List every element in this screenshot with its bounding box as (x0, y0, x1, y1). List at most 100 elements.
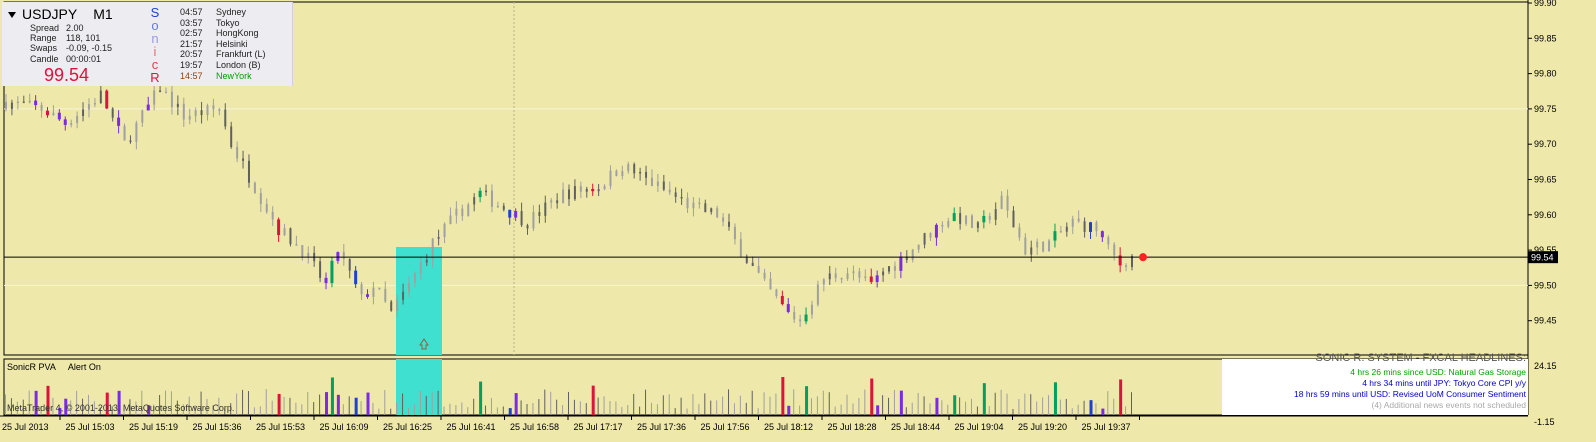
time-tick-label: 25 Jul 16:25 (383, 422, 432, 432)
price-bar-body (591, 188, 595, 192)
price-bar-body (982, 215, 986, 223)
volume-bar (514, 393, 518, 415)
volume-bar (923, 396, 925, 415)
symbol-stats: Spread 2.00 Range 118, 101 Swaps -0.09, -0.… (30, 23, 112, 64)
price-bar-body (360, 284, 363, 295)
price-bar-body (680, 196, 683, 199)
price-bar-body (786, 304, 790, 312)
volume-bar (947, 404, 949, 415)
volume-bar (271, 400, 273, 415)
volume-bar (301, 404, 303, 415)
volume-bar (834, 406, 836, 415)
price-bar-body (514, 211, 518, 218)
indicator-alert-status: Alert On (67, 362, 101, 372)
current-price-dot (1139, 253, 1147, 262)
volume-bar (935, 397, 939, 415)
session-time: 04:57 (180, 7, 203, 17)
volume-bar (360, 401, 362, 415)
price-bar-body (757, 265, 760, 273)
news-item: (4) Additional news events not scheduled (1371, 400, 1526, 410)
symbol-info-panel: USDJPY M1 Spread 2.00 Range 118, 101 Swaps -… (2, 2, 293, 86)
volume-bar (348, 396, 350, 415)
volume-bar (485, 405, 487, 415)
price-bar-body (1048, 240, 1051, 252)
price-bar-body (485, 190, 488, 193)
volume-bar (585, 403, 587, 415)
price-bar-body (911, 249, 914, 260)
price-bar-body (366, 294, 370, 297)
volume-bar (840, 404, 842, 415)
price-bar-body (822, 279, 825, 285)
price-tick-label: 99.90 (1534, 0, 1557, 8)
price-bar-body (645, 171, 648, 178)
time-tick-label: 25 Jul 17:36 (637, 422, 686, 432)
volume-bar (455, 405, 457, 415)
volume-bar (745, 402, 747, 415)
volume-bar (751, 390, 753, 415)
price-tick-label: 99.45 (1534, 316, 1557, 326)
price-bar-body (425, 259, 428, 263)
price-bar-body (443, 223, 446, 238)
session-time: 21:57 (180, 38, 203, 49)
price-bar-body (976, 222, 979, 228)
price-bar-body (526, 225, 529, 229)
price-bar-body (875, 275, 879, 283)
volume-bar (1113, 398, 1115, 415)
price-bar-body (330, 260, 334, 284)
price-bar-body (34, 100, 38, 106)
volume-axis-max-label: 24.15 (1534, 361, 1557, 371)
dropdown-triangle-icon[interactable] (8, 12, 16, 19)
volume-bar (141, 390, 143, 415)
volume-bar (615, 401, 617, 415)
volume-bar (242, 389, 244, 415)
price-bar-body (206, 105, 209, 116)
volume-bar (716, 400, 718, 415)
volume-bar (230, 403, 232, 415)
price-bar-body (342, 252, 345, 260)
price-bar-body (804, 314, 808, 322)
price-bar-body (597, 189, 600, 192)
price-bar-body (1118, 255, 1122, 266)
price-bar-body (947, 221, 950, 227)
volume-bar (425, 395, 427, 415)
time-tick-label: 25 Jul 19:20 (1018, 422, 1067, 432)
price-bars-group (5, 83, 1133, 328)
indicator-label: SonicR PVA Alert On (7, 362, 101, 372)
volume-bar (467, 407, 469, 415)
price-bar-body (775, 289, 778, 296)
volume-axis-min-label: -1.15 (1534, 417, 1555, 427)
price-bar-body (111, 108, 114, 118)
price-bar-body (716, 208, 719, 218)
up-arrow-icon (419, 338, 429, 350)
price-bar-body (105, 90, 109, 109)
volume-bar (816, 396, 818, 415)
time-tick-label: 25 Jul 19:04 (955, 422, 1004, 432)
volume-bar (1053, 382, 1057, 415)
price-bar-body (763, 272, 766, 279)
volume-bar (982, 383, 986, 415)
volume-bar (1048, 395, 1050, 415)
price-bar-body (562, 189, 565, 204)
price-bar-body (28, 100, 31, 103)
volume-bar (46, 385, 50, 415)
volume-bar (1089, 400, 1093, 415)
volume-bar (129, 399, 131, 415)
session-time: 14:57 (180, 70, 203, 81)
price-bar-body (301, 245, 304, 258)
volume-bar (419, 390, 421, 415)
volume-bar (390, 408, 392, 415)
price-bar-body (188, 116, 191, 120)
price-bar-body (834, 273, 837, 278)
session-city: Tokyo (216, 17, 240, 28)
volume-bar (639, 406, 641, 415)
time-tick-label: 25 Jul 15:19 (129, 422, 178, 432)
volume-bar (1119, 379, 1123, 415)
price-bar-body (745, 256, 748, 263)
session-city: Helsinki (216, 38, 248, 49)
price-bar-body (57, 112, 61, 120)
volume-bar (1036, 401, 1038, 415)
volume-bar (793, 389, 795, 415)
price-bar-body (994, 209, 997, 220)
